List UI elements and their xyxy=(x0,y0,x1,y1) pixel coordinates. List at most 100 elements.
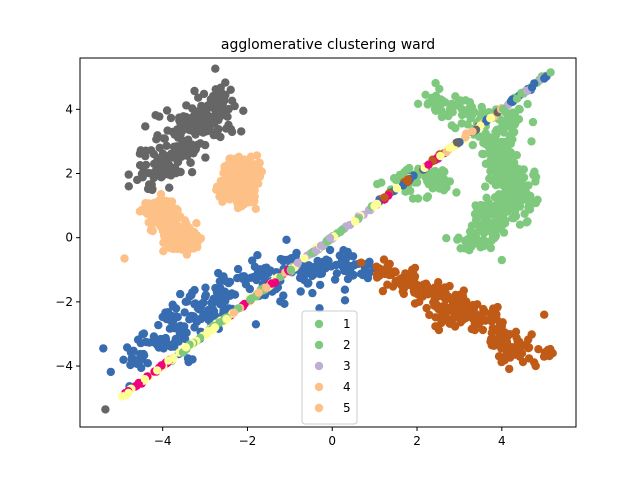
scatter-point xyxy=(424,160,433,169)
scatter-point xyxy=(453,138,462,147)
scatter-point xyxy=(250,197,259,206)
scatter-point xyxy=(481,129,490,138)
scatter-point xyxy=(248,256,257,265)
scatter-point xyxy=(160,134,169,143)
scatter-point xyxy=(499,181,508,190)
scatter-point xyxy=(506,179,516,188)
scatter-point xyxy=(493,324,503,334)
points-layer xyxy=(99,64,557,414)
scatter-point xyxy=(286,265,295,274)
scatter-point xyxy=(211,64,220,73)
scatter-point xyxy=(168,302,178,311)
scatter-point xyxy=(490,202,499,211)
scatter-point xyxy=(233,264,243,274)
scatter-point xyxy=(442,234,451,243)
scatter-point xyxy=(497,118,507,127)
scatter-point xyxy=(216,101,225,110)
scatter-point xyxy=(421,173,430,182)
scatter-point xyxy=(155,143,164,152)
scatter-point xyxy=(520,209,529,218)
scatter-point xyxy=(226,160,235,169)
scatter-point xyxy=(348,252,358,261)
scatter-point xyxy=(499,104,508,114)
scatter-point xyxy=(170,226,179,236)
scatter-point xyxy=(296,268,306,278)
scatter-point xyxy=(282,235,291,244)
y-tick-label: 4 xyxy=(65,102,73,116)
legend-label: 3 xyxy=(343,359,351,373)
scatter-point xyxy=(227,188,236,197)
scatter-point xyxy=(152,135,161,144)
scatter-point xyxy=(512,94,522,103)
scatter-point xyxy=(206,112,215,122)
scatter-point xyxy=(146,226,156,235)
scatter-point xyxy=(436,151,445,161)
scatter-point xyxy=(524,335,533,344)
scatter-point xyxy=(152,198,161,207)
legend-marker xyxy=(314,340,324,350)
scatter-point xyxy=(468,140,477,150)
scatter-point xyxy=(237,127,246,136)
scatter-point xyxy=(316,241,326,250)
scatter-point xyxy=(434,325,444,335)
scatter-point xyxy=(478,325,488,335)
scatter-point xyxy=(515,342,525,351)
scatter-point xyxy=(413,194,423,203)
scatter-point xyxy=(186,158,195,167)
scatter-point xyxy=(106,367,116,377)
legend-marker xyxy=(314,361,324,371)
scatter-point xyxy=(190,285,199,295)
scatter-point xyxy=(447,121,456,130)
scatter-point xyxy=(497,255,506,265)
scatter-point xyxy=(135,149,145,158)
scatter-point xyxy=(506,353,515,362)
scatter-point xyxy=(469,230,478,239)
scatter-point xyxy=(468,127,477,136)
scatter-point xyxy=(466,241,475,250)
scatter-point xyxy=(445,143,454,152)
scatter-point xyxy=(476,243,485,252)
scatter-point xyxy=(176,289,185,299)
scatter-point xyxy=(508,108,517,117)
scatter-point xyxy=(226,167,235,177)
scatter-point xyxy=(187,234,196,244)
scatter-point xyxy=(456,296,465,305)
scatter-point xyxy=(293,258,302,267)
scatter-point xyxy=(399,284,409,293)
scatter-point xyxy=(216,83,225,92)
scatter-point xyxy=(499,194,508,203)
scatter-point xyxy=(205,125,215,134)
scatter-point xyxy=(340,285,350,294)
scatter-point xyxy=(486,334,496,344)
scatter-point xyxy=(173,205,182,215)
scatter-point xyxy=(526,191,535,201)
scatter-point xyxy=(413,282,422,291)
scatter-point xyxy=(180,233,190,242)
scatter-point xyxy=(280,255,289,265)
scatter-point xyxy=(279,291,288,300)
scatter-point xyxy=(166,171,176,180)
scatter-point xyxy=(296,287,305,296)
scatter-point xyxy=(465,110,475,120)
scatter-point xyxy=(207,308,216,317)
plot-frame xyxy=(79,57,577,428)
scatter-point xyxy=(151,159,160,168)
scatter-point xyxy=(251,204,260,213)
scatter-point xyxy=(347,270,357,280)
scatter-point xyxy=(530,167,539,176)
scatter-point xyxy=(330,275,340,284)
scatter-point xyxy=(488,312,497,322)
scatter-point xyxy=(325,245,335,255)
scatter-point xyxy=(534,345,543,354)
scatter-point xyxy=(495,337,504,346)
scatter-point xyxy=(485,174,494,183)
scatter-point xyxy=(351,217,360,226)
scatter-point xyxy=(165,243,174,252)
scatter-point xyxy=(239,106,248,116)
scatter-point xyxy=(518,357,528,367)
scatter-point xyxy=(415,297,424,306)
scatter-point xyxy=(229,308,239,317)
scatter-point xyxy=(470,309,479,318)
scatter-point xyxy=(156,221,165,231)
